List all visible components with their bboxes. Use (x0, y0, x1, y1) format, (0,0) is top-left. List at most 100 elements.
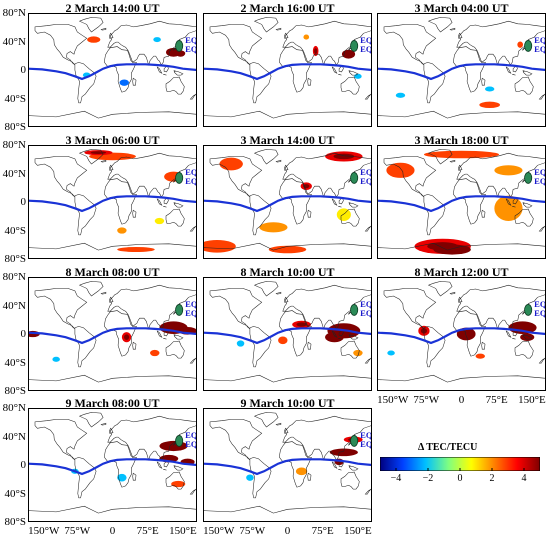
tec-anomaly-patch (268, 245, 307, 254)
magnetic-equator-line (28, 63, 197, 81)
epicenter-marker (524, 304, 533, 316)
y-tick-label: 40°N (2, 299, 26, 312)
coastline (307, 472, 312, 481)
coastline (427, 17, 453, 33)
magnetic-equator-line (203, 327, 372, 345)
map-frame (28, 145, 197, 259)
tec-anomaly-patch (336, 208, 351, 221)
coastline (156, 330, 163, 338)
tec-anomaly-patch (219, 157, 243, 171)
coastline (481, 341, 486, 350)
coastline (78, 281, 104, 297)
epicenter-label: EQ2 (360, 308, 372, 318)
map-frame (377, 277, 546, 391)
x-tick-label: 75°E (311, 525, 334, 537)
coastline (481, 77, 486, 86)
coastline (165, 471, 185, 490)
x-tick-label: 0 (284, 525, 291, 537)
coastline (449, 291, 456, 295)
coastline (209, 419, 263, 461)
coastline (383, 24, 437, 66)
coastline (132, 77, 137, 86)
coastline (338, 206, 342, 208)
panel-title: 3 March 06:00 UT (65, 133, 160, 147)
map-background (28, 277, 197, 391)
coastline (253, 412, 279, 428)
coastline (189, 488, 197, 495)
tec-anomaly-patch (353, 349, 363, 357)
epicenter-label: EQ1 (360, 35, 372, 45)
epicenter-label: EQ2 (185, 439, 197, 449)
y-tick-label: 40°N (2, 167, 26, 180)
coastline (377, 374, 546, 391)
y-tick-label: 80°N (2, 139, 26, 151)
coastline (456, 284, 546, 330)
map-panel: EQ1EQ2 (203, 145, 372, 259)
coastline (307, 341, 312, 350)
map-panel: EQ1EQ2 (377, 145, 546, 259)
y-tick-label: 80°S (4, 253, 26, 265)
coastline (209, 24, 263, 66)
panel-title: 9 March 08:00 UT (65, 396, 160, 410)
x-tick-label: 0 (109, 525, 116, 537)
coastline (348, 70, 359, 76)
y-tick-label: 80°S (4, 516, 26, 528)
coastline (282, 415, 372, 461)
tec-anomaly-patch (387, 350, 395, 356)
coastline (74, 194, 97, 236)
coastline (348, 465, 359, 471)
map-frame (203, 13, 372, 127)
coastline (383, 288, 437, 330)
coastline (505, 198, 512, 206)
coastline (522, 202, 533, 208)
x-tick-label: 75°W (239, 525, 266, 537)
magnetic-equator-line (28, 327, 197, 345)
coastline (74, 457, 97, 499)
tec-anomaly-patch (395, 92, 406, 98)
tec-anomaly-core (183, 460, 192, 464)
coastline (173, 70, 184, 76)
coastline (249, 326, 272, 368)
coastline (340, 76, 360, 95)
coastline (331, 198, 338, 206)
tec-anomaly-core (344, 51, 353, 57)
tec-anomaly-core (169, 49, 178, 55)
coastline (189, 357, 197, 364)
map-frame (203, 145, 372, 259)
epicenter-marker (175, 304, 184, 316)
coastline (458, 296, 463, 303)
epicenter-label: EQ1 (185, 35, 197, 45)
tec-anomaly-patch (354, 73, 362, 79)
coastline (364, 357, 372, 364)
coastline (189, 93, 197, 100)
panel-title: 8 March 08:00 UT (65, 265, 160, 279)
coastline (253, 17, 279, 33)
coastline (338, 469, 342, 471)
coastline (505, 330, 512, 338)
x-tick-label: 75°E (136, 525, 159, 537)
coastline (209, 156, 263, 198)
tec-anomaly-patch (117, 246, 155, 253)
epicenter-label: EQ2 (534, 44, 546, 54)
magnetic-equator-line (28, 458, 197, 476)
map-panel: EQ1EQ2 (377, 13, 546, 127)
epicenter-label: EQ1 (360, 430, 372, 440)
coastline (189, 225, 197, 232)
epicenter-label: EQ2 (185, 44, 197, 54)
coastline (109, 164, 114, 171)
panel-title: 9 March 10:00 UT (240, 396, 335, 410)
coastline (165, 76, 185, 95)
coastline (249, 194, 272, 236)
coastline (100, 159, 107, 163)
epicenter-marker (524, 172, 533, 184)
coastline (348, 334, 359, 340)
magnetic-equator-line (28, 195, 197, 213)
coastline (282, 284, 372, 330)
y-tick-label: 40°S (4, 356, 26, 369)
coastline (249, 457, 272, 499)
magnetic-equator-line (203, 63, 372, 81)
epicenter-marker (175, 172, 184, 184)
coastline (275, 422, 282, 426)
tec-anomaly-patch (386, 162, 415, 178)
coastline (338, 338, 342, 340)
